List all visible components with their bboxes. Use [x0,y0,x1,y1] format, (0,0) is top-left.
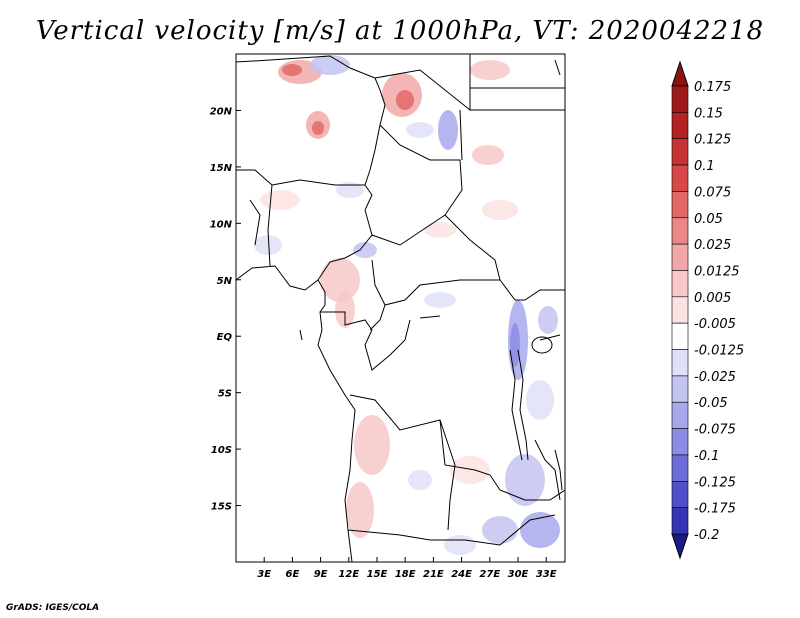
colorbar: 0.175 0.15 0.125 0.1 0.075 0.05 0.025 0.0125 0.0… [671,60,744,560]
colorbar-segment [671,217,689,245]
colorbar-segment [671,85,689,113]
lon-tick-label: 21E [423,569,444,580]
colorbar-label: 0.1 [694,159,715,174]
lat-tick-label: 5N [217,276,233,287]
positive-velocity-patches [260,60,518,538]
colorbar-label: -0.125 [694,475,736,490]
lon-tick-label: 18E [395,569,416,580]
longitude-axis: 3E 6E 9E 12E 15E 18E 21E 24E 27E 30E 33E [257,557,557,580]
colorbar-label: 0.175 [694,80,731,95]
colorbar-segment [671,243,689,271]
lat-tick-label: EQ [217,332,233,343]
colorbar-label: -0.05 [694,396,728,411]
colorbar-segment [671,164,689,192]
lon-tick-label: 12E [338,569,359,580]
lon-tick-label: 30E [508,569,529,580]
colorbar-label: -0.175 [694,502,736,517]
colorbar-label: -0.075 [694,423,736,438]
colorbar-label: 0.005 [694,291,731,306]
colorbar-segment [671,270,689,298]
lat-tick-label: 5S [218,389,232,400]
lon-tick-label: 27E [479,569,500,580]
colorbar-segment [671,349,689,377]
lat-tick-label: 10S [211,445,232,456]
colorbar-segment [671,112,689,140]
colorbar-label: -0.005 [694,317,736,332]
colorbar-segment [671,375,689,403]
latitude-axis: 20N 15N 10N 5N EQ 5S 10S 15S [210,106,241,513]
country-borders [236,54,565,562]
colorbar-segment [671,428,689,456]
lat-tick-label: 20N [210,106,233,117]
lon-tick-label: 15E [367,569,388,580]
lat-tick-label: 10N [210,219,233,230]
colorbar-segment [671,507,689,535]
lon-tick-label: 9E [314,569,328,580]
colorbar-label: -0.0125 [694,344,744,359]
colorbar-label: 0.075 [694,185,731,200]
lat-tick-label: 15S [211,502,232,513]
colorbar-label: 0.0125 [694,264,740,279]
lon-tick-label: 33E [536,569,557,580]
colorbar-segment [671,191,689,219]
colorbar-label: 0.15 [694,106,723,121]
lat-tick-label: 15N [210,163,233,174]
colorbar-label: 0.025 [694,238,731,253]
colorbar-segment [671,480,689,508]
colorbar-segment [671,296,689,324]
colorbar-bottom-arrow [671,533,689,560]
colorbar-top-arrow [671,60,689,87]
lon-tick-label: 24E [451,569,472,580]
colorbar-label: -0.025 [694,370,736,385]
plot-title: Vertical velocity [m/s] at 1000hPa, VT: … [35,16,765,46]
colorbar-segment [671,322,689,350]
lon-tick-label: 3E [257,569,271,580]
colorbar-label: -0.2 [694,528,719,543]
colorbar-segment [671,401,689,429]
colorbar-segment [671,454,689,482]
grads-credit: GrADS: IGES/COLA [6,603,100,613]
colorbar-segment [671,138,689,166]
colorbar-label: 0.05 [694,212,723,227]
negative-velocity-patches [254,55,560,555]
colorbar-label: 0.125 [694,133,731,148]
velocity-field [236,54,565,562]
colorbar-label: -0.1 [694,449,719,464]
lon-tick-label: 6E [286,569,300,580]
